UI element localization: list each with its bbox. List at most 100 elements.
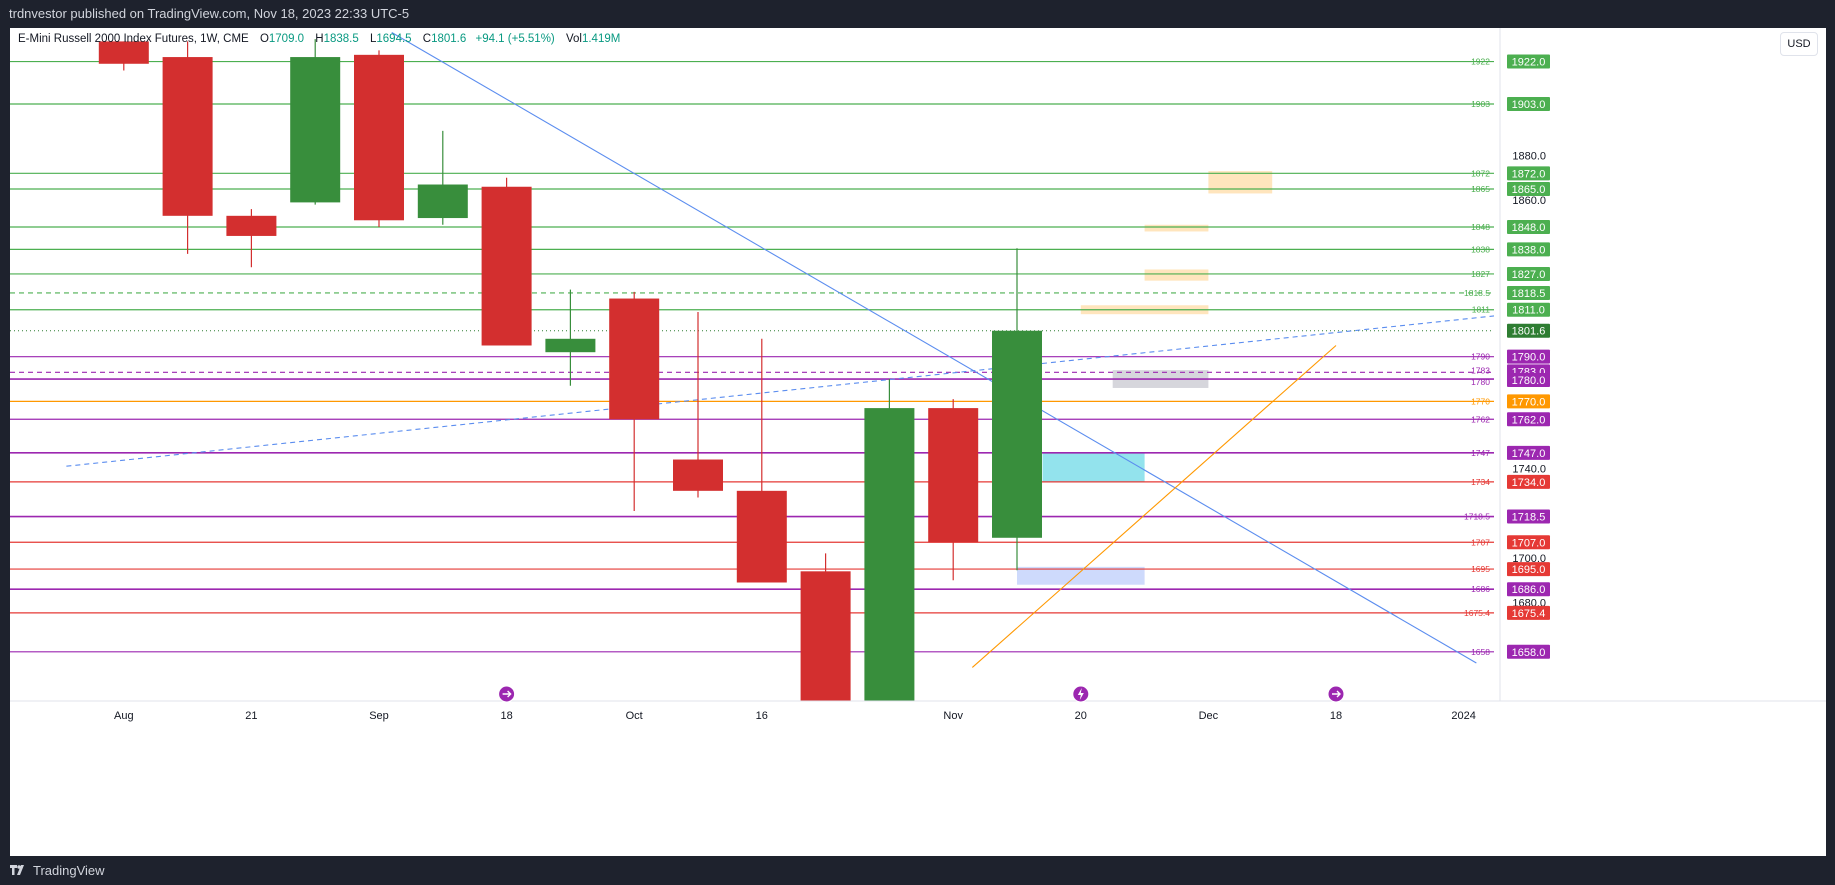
price-badge-8: 1811.0: [1512, 305, 1545, 317]
price-badge-6-bg: [1507, 266, 1550, 281]
level-text-7: 1818.5: [1464, 288, 1490, 298]
price-badge-12-bg: [1507, 394, 1550, 409]
current-price-badge: 1801.6: [1512, 326, 1546, 338]
footer-brand: TradingView: [33, 863, 105, 878]
price-badge-5-bg: [1507, 242, 1550, 257]
candle-body-0: [98, 41, 149, 64]
symbol-legend: E-Mini Russell 2000 Index Futures, 1W, C…: [18, 33, 620, 45]
time-tick-7: 20: [1075, 710, 1087, 722]
candle-body-5: [417, 184, 468, 219]
level-text-13: 1762: [1471, 414, 1490, 424]
candle-body-4: [354, 54, 404, 221]
level-text-8: 1811: [1472, 305, 1491, 315]
candle-body-1: [162, 57, 213, 216]
price-badge-3: 1865.0: [1512, 184, 1546, 196]
time-tick-0: Aug: [114, 710, 134, 722]
price-badge-7: 1818.5: [1512, 288, 1546, 300]
price-badge-18-bg: [1507, 562, 1550, 577]
currency-button[interactable]: USD: [1780, 32, 1818, 56]
price-badge-2-bg: [1507, 166, 1550, 181]
level-text-6: 1827: [1471, 269, 1490, 279]
event-marker-earnings-icon: [1072, 685, 1090, 703]
price-badge-4: 1848.0: [1512, 222, 1546, 234]
price-badge-2: 1872.0: [1512, 168, 1546, 180]
level-text-5: 1838: [1471, 244, 1490, 254]
level-text-19: 1686: [1471, 584, 1490, 594]
time-tick-6: Nov: [943, 710, 963, 722]
level-text-10: 1783: [1471, 365, 1490, 375]
time-tick-2: Sep: [369, 710, 389, 722]
chart-area[interactable]: 1922 1903 1872 1865 1848 1838 1827 1818.5 1811 17…: [10, 28, 1826, 856]
level-text-16: 1718.5: [1464, 512, 1490, 522]
price-badge-11: 1780.0: [1512, 375, 1546, 387]
candle-body-2: [226, 215, 277, 236]
price-chart[interactable]: 1922 1903 1872 1865 1848 1838 1827 1818.5 1811 17…: [10, 28, 1826, 856]
candle-body-10: [736, 490, 787, 583]
price-badge-3-bg: [1507, 181, 1550, 196]
tradingview-logo-icon: [10, 865, 24, 875]
price-badge-19: 1686.0: [1512, 584, 1546, 596]
zone-0: [1208, 171, 1273, 194]
price-badge-16-bg: [1507, 509, 1550, 524]
level-text-18: 1695: [1471, 564, 1490, 574]
price-badge-13-bg: [1507, 412, 1550, 427]
zone-1: [1144, 224, 1209, 232]
level-text-17: 1707: [1471, 537, 1490, 547]
level-text-0: 1922: [1471, 57, 1490, 67]
trendline-1: [66, 315, 1494, 467]
candle-body-7: [545, 338, 596, 353]
level-text-3: 1865: [1471, 184, 1490, 194]
publish-info-text: trdnvestor published on TradingView.com,…: [9, 6, 410, 21]
level-text-9: 1790: [1471, 352, 1490, 362]
level-text-4: 1848: [1471, 222, 1490, 232]
price-badge-17-bg: [1507, 535, 1550, 550]
event-marker-arrow-2: [1332, 690, 1341, 698]
volume-value: 1.419M: [581, 33, 621, 45]
volume-label: Vol: [565, 33, 582, 45]
zone-5: [1042, 452, 1145, 482]
high-value: 1838.5: [323, 33, 359, 45]
time-tick-1: 21: [245, 710, 257, 722]
axis-tick-1: 1860.0: [1512, 195, 1546, 207]
price-badge-8-bg: [1507, 302, 1550, 317]
price-badge-17: 1707.0: [1512, 537, 1546, 549]
price-axis: 1880.01860.01740.01700.01680.01922.01903…: [1499, 28, 1550, 701]
close-value: 1801.6: [431, 33, 467, 45]
price-badge-15-bg: [1507, 474, 1550, 489]
level-text-20: 1675.4: [1464, 608, 1490, 618]
price-badge-16: 1718.5: [1512, 512, 1546, 524]
symbol-name: E-Mini Russell 2000 Index Futures, 1W, C…: [18, 33, 249, 45]
level-text-11: 1780: [1471, 377, 1490, 387]
candle-body-11: [800, 571, 851, 701]
event-marker-dividend-icon: [1327, 685, 1345, 703]
time-tick-8: Dec: [1199, 710, 1219, 722]
axis-tick-2: 1740.0: [1512, 463, 1546, 475]
price-badge-0: 1922.0: [1512, 57, 1546, 69]
price-badge-14: 1747.0: [1512, 448, 1546, 460]
candle-body-14: [992, 330, 1042, 538]
level-text-15: 1734: [1471, 477, 1490, 487]
candle-body-6: [481, 186, 532, 346]
time-tick-10: 2024: [1451, 710, 1475, 722]
level-text-14: 1747: [1471, 448, 1490, 458]
price-badge-21-bg: [1507, 644, 1550, 659]
current-price-badge-bg: [1507, 323, 1550, 338]
publish-header: trdnvestor published on TradingView.com,…: [0, 0, 1835, 28]
price-badge-18: 1695.0: [1512, 564, 1546, 576]
time-tick-4: Oct: [626, 710, 643, 722]
time-tick-9: 18: [1330, 710, 1342, 722]
axis-tick-3: 1700.0: [1512, 553, 1546, 565]
price-badge-15: 1734.0: [1512, 477, 1546, 489]
price-badge-20: 1675.4: [1512, 608, 1546, 620]
price-badge-19-bg: [1507, 582, 1550, 597]
event-marker-arrow-0: [502, 690, 512, 698]
price-badge-12: 1770.0: [1512, 396, 1546, 408]
price-badge-5: 1838.0: [1512, 244, 1546, 256]
level-text-21: 1658: [1471, 647, 1490, 657]
price-badge-21: 1658.0: [1512, 647, 1546, 659]
low-label: L: [369, 33, 377, 45]
zone-2: [1144, 269, 1209, 281]
close-label: C: [422, 33, 432, 45]
level-text-2: 1872: [1471, 168, 1490, 178]
candle-body-13: [928, 408, 979, 543]
